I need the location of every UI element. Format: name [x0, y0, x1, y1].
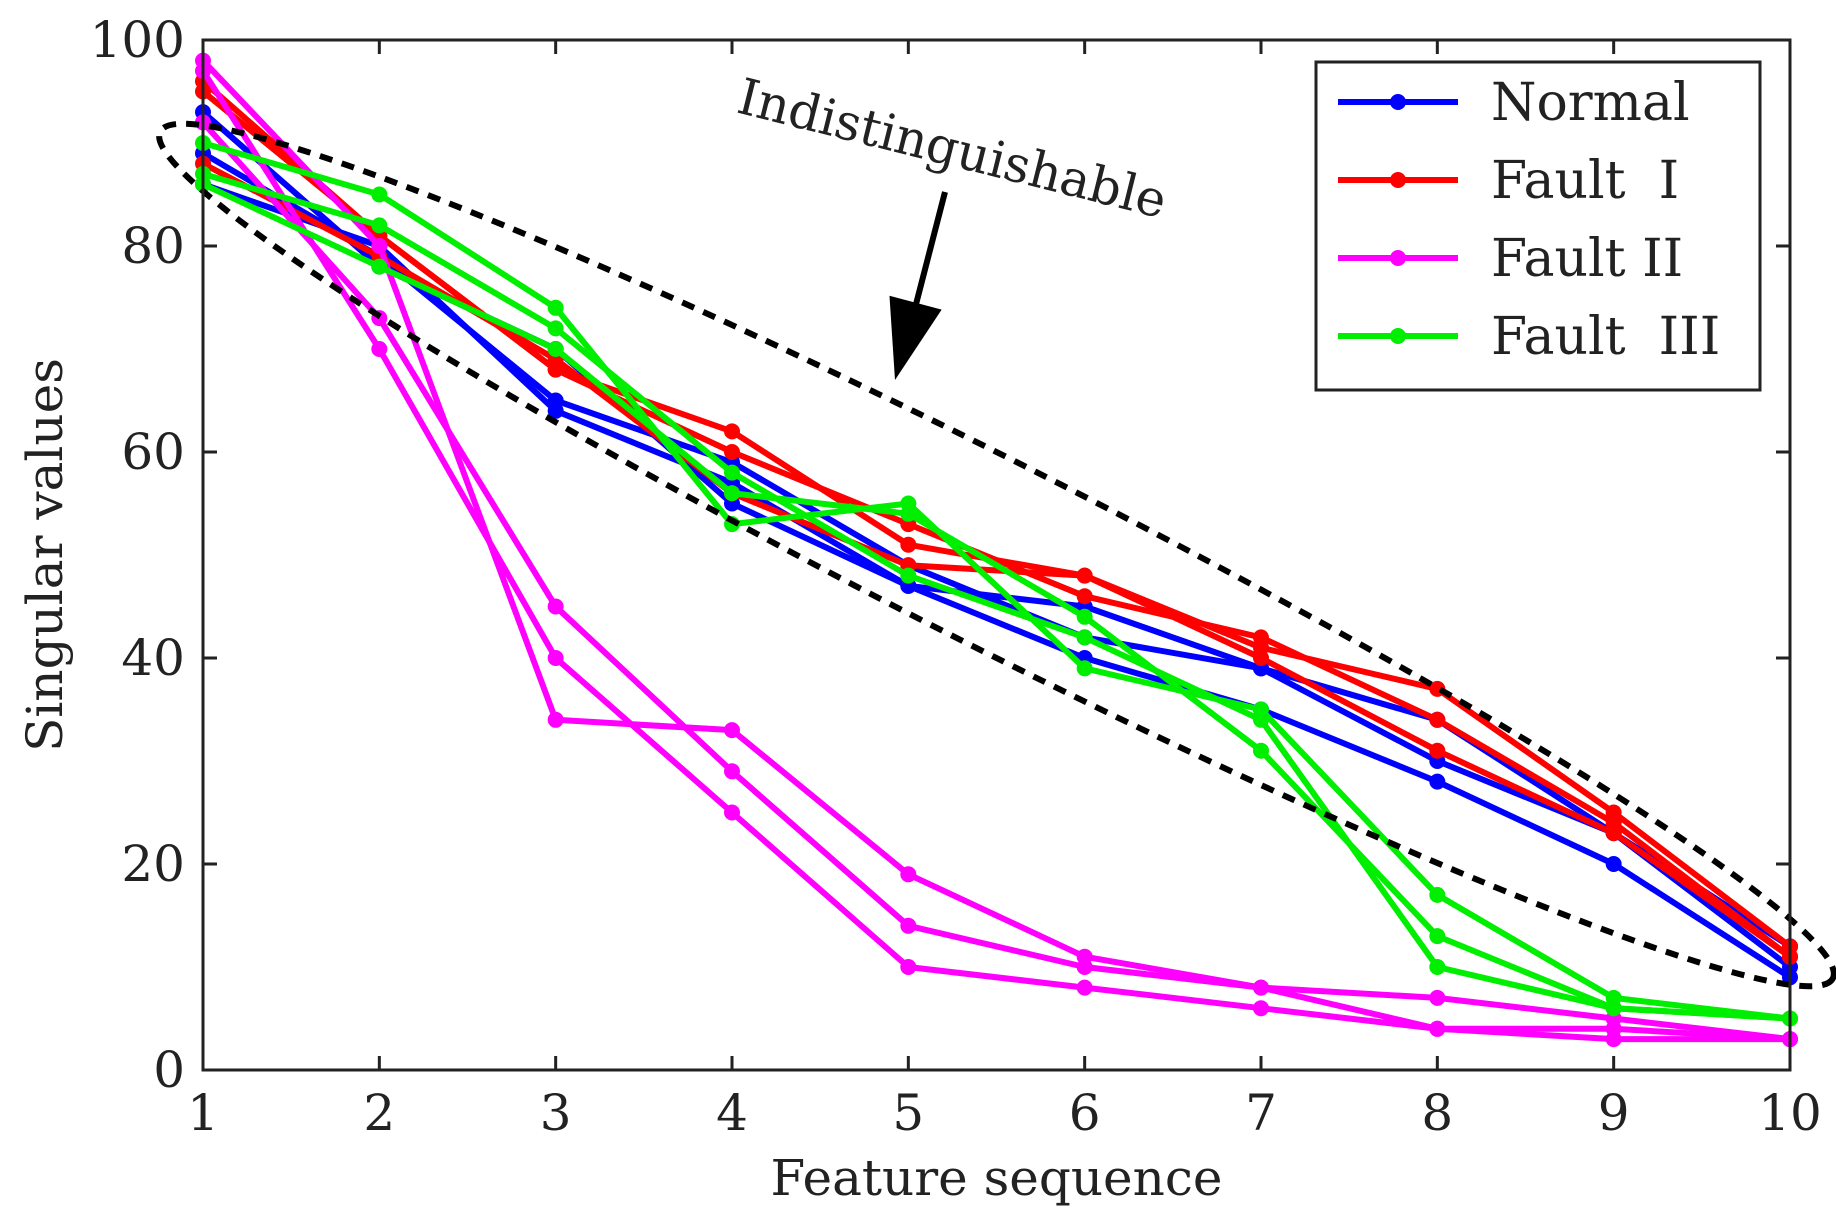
x-tick-label: 9 — [1598, 1084, 1630, 1142]
data-point — [1076, 567, 1093, 584]
data-point — [547, 598, 564, 615]
data-point — [1253, 650, 1269, 666]
x-axis-label: Feature sequence — [771, 1149, 1223, 1207]
y-tick-label: 0 — [153, 1041, 185, 1099]
legend-marker — [1390, 172, 1406, 188]
data-point — [1605, 825, 1622, 842]
legend: Normal Fault I Fault II Fault III — [1314, 60, 1762, 392]
data-point — [1429, 773, 1446, 790]
data-point — [547, 320, 564, 337]
indistinguishable-annotation: Indistinguishable — [732, 67, 1172, 230]
data-point — [1429, 959, 1446, 975]
data-point — [371, 186, 388, 203]
y-tick-label: 40 — [121, 629, 185, 687]
series-fault-ii — [195, 62, 1798, 1048]
data-point — [724, 485, 740, 502]
data-point — [547, 650, 564, 666]
data-point — [1253, 711, 1269, 728]
data-point — [1253, 629, 1269, 646]
data-point — [900, 536, 917, 553]
data-point — [1253, 979, 1269, 996]
x-tick-label: 1 — [187, 1084, 219, 1142]
data-point — [1429, 928, 1446, 945]
series-line — [201, 89, 1792, 960]
data-point — [1429, 711, 1446, 728]
legend-item: Fault II — [1338, 229, 1683, 289]
x-tick-label: 5 — [892, 1084, 924, 1142]
legend-label: Fault II — [1491, 229, 1683, 289]
data-point — [724, 423, 740, 440]
legend-label: Normal — [1491, 73, 1690, 133]
legend-marker — [1390, 94, 1406, 110]
data-point — [1076, 660, 1093, 677]
data-point — [1076, 588, 1093, 605]
data-point — [724, 763, 740, 780]
data-point — [1429, 742, 1446, 759]
data-point — [1076, 629, 1093, 646]
legend-item: Fault III — [1338, 307, 1720, 367]
data-point — [724, 722, 740, 739]
annotation-arrow-icon — [889, 191, 948, 380]
y-axis-label: Singular values — [16, 358, 74, 752]
series-fault-iii — [195, 176, 1798, 1027]
data-point — [900, 567, 917, 584]
x-tick-label: 7 — [1245, 1084, 1277, 1142]
data-point — [724, 804, 740, 821]
data-point — [1605, 1031, 1622, 1048]
y-tick-label: 60 — [121, 423, 185, 481]
x-tick-label: 2 — [363, 1084, 395, 1142]
data-point — [1429, 1020, 1446, 1037]
legend-marker — [1390, 328, 1406, 344]
data-point — [724, 464, 740, 481]
data-point — [371, 258, 388, 275]
data-point — [547, 402, 564, 419]
series-line — [202, 171, 1791, 1022]
data-point — [1076, 959, 1093, 975]
data-point — [1076, 608, 1093, 625]
data-point — [1605, 1000, 1622, 1017]
data-point — [1253, 1000, 1269, 1017]
x-tick-label: 10 — [1758, 1084, 1822, 1142]
series-line — [202, 140, 1791, 1022]
data-point — [1253, 742, 1269, 759]
indistinguishable-ellipse — [156, 120, 1836, 990]
legend-marker — [1390, 250, 1406, 266]
data-point — [371, 341, 388, 357]
series-line — [202, 181, 1792, 980]
x-tick-label: 8 — [1421, 1084, 1453, 1142]
x-tick-label: 3 — [540, 1084, 572, 1142]
y-tick-label: 80 — [121, 217, 185, 275]
x-tick-label: 4 — [716, 1084, 748, 1142]
series-line — [201, 181, 1791, 1022]
data-point — [900, 917, 917, 934]
y-tick-label: 20 — [121, 835, 185, 893]
series-line — [200, 120, 1791, 1043]
data-point — [371, 217, 388, 234]
plot-frame — [201, 38, 1792, 1072]
data-point — [547, 299, 564, 316]
data-point — [371, 238, 388, 254]
data-point — [1076, 979, 1093, 996]
legend-label: Fault I — [1491, 151, 1679, 211]
data-point — [1429, 886, 1446, 903]
legend-item: Normal — [1338, 73, 1690, 133]
legend-label: Fault III — [1491, 307, 1720, 367]
data-point — [724, 444, 740, 460]
series-line — [200, 69, 1790, 1043]
data-point — [547, 341, 564, 357]
data-point — [900, 505, 917, 522]
data-point — [547, 711, 564, 728]
y-tick-label: 100 — [90, 11, 185, 69]
x-tick-label: 6 — [1069, 1084, 1101, 1142]
data-point — [1605, 856, 1622, 872]
data-point — [1429, 989, 1446, 1006]
data-point — [900, 959, 917, 975]
series-line — [200, 58, 1791, 1043]
data-point — [900, 866, 917, 883]
legend-item: Fault I — [1338, 151, 1679, 211]
